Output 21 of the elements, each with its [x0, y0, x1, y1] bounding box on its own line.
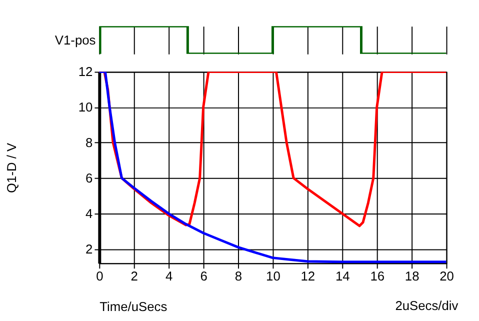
- x-tick-label: 20: [440, 268, 454, 284]
- y-tick-label: 6: [86, 170, 93, 186]
- x-tick-label: 10: [266, 268, 280, 284]
- x-axis-title: Time/uSecs: [100, 299, 168, 314]
- y-tick-label: 10: [78, 100, 93, 115]
- y-tick-label: 8: [86, 135, 93, 150]
- x-tick-label: 16: [370, 268, 385, 284]
- y-tick-label: 2: [86, 241, 93, 256]
- x-tick-label: 6: [200, 268, 208, 284]
- text: 2uSecs/div: [395, 298, 459, 313]
- x-tick-label: 2: [130, 268, 138, 284]
- x-tick-label: 12: [300, 268, 316, 284]
- x-tick-label: 18: [404, 268, 420, 284]
- y-axis-title: Q1-D / V: [4, 142, 19, 193]
- y-tick-label: 4: [86, 206, 93, 221]
- y-axis-title: V1-pos: [54, 32, 96, 48]
- x-tick-label: 4: [166, 268, 173, 284]
- y-tick-label: 12: [78, 64, 93, 80]
- x-tick-label: 0: [96, 268, 104, 284]
- x-tick-label: 14: [335, 268, 350, 284]
- x-tick-label: 8: [234, 268, 242, 284]
